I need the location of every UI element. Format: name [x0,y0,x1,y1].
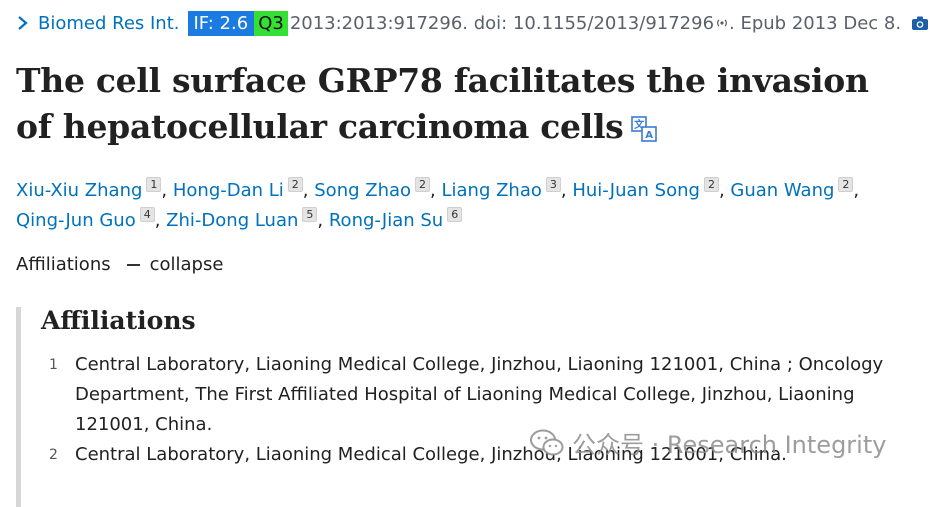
affiliation-number-button[interactable]: 2 [838,177,854,192]
author: Liang Zhao 3 [441,177,561,201]
affiliation-item: 1 Central Laboratory, Liaoning Medical Co… [49,350,909,440]
author-name-link[interactable]: Liang Zhao [441,180,542,201]
author: Rong-Jian Su 6 [328,207,463,231]
affiliation-number-button[interactable]: 3 [545,177,561,192]
citation-text: 2013:2013:917296. doi: 10.1155/2013/9172… [289,12,715,34]
affiliation-number-button[interactable]: 2 [287,177,303,192]
wechat-icon [530,429,564,455]
article-title: The cell surface GRP78 facilitates the i… [16,58,896,150]
author-separator: , [430,180,442,201]
author-separator: , [302,180,315,201]
chevron-right-icon[interactable] [16,13,30,33]
affiliations-heading: Affiliations [41,306,196,335]
affiliation-item: 2 Central Laboratory, Liaoning Medical Co… [49,440,909,470]
author-separator: , [560,180,573,201]
author-name-link[interactable]: Hong-Dan Li [172,180,284,201]
affiliation-number: 2 [49,447,58,463]
watermark: 公众号 · Research Integrity [530,425,886,460]
author: Guan Wang 2 [730,177,854,201]
watermark-text: 公众号 · Research Integrity [572,431,887,459]
author-name-link[interactable]: Xiu-Xiu Zhang [16,180,143,201]
author: Zhi-Dong Luan 5 [166,207,318,231]
author-separator: , [718,180,731,201]
article-title-text: The cell surface GRP78 facilitates the i… [16,61,869,146]
author-separator: , [161,180,173,201]
epub-text: . Epub 2013 Dec 8. [729,12,902,34]
author-name-link[interactable]: Song Zhao [314,180,412,201]
author-name-link[interactable]: Guan Wang [730,180,835,201]
affiliation-number-button[interactable]: 1 [146,177,162,192]
journal-link[interactable]: Biomed Res Int. [38,12,180,34]
affiliations-toggle-label: Affiliations [16,254,111,275]
affiliation-number-button[interactable]: 4 [139,207,155,222]
affiliation-number: 1 [49,357,58,373]
broadcast-icon [717,19,727,27]
author-name-link[interactable]: Qing-Jun Guo [16,210,136,231]
affiliations-panel: Affiliations 1 Central Laboratory, Liaoni… [16,307,921,507]
svg-text:文: 文 [635,118,646,131]
citation-line: Biomed Res Int. IF: 2.6 Q3 2013:2013:917… [16,10,929,36]
author-list: Xiu-Xiu Zhang 1, Hong-Dan Li 2, Song Zhao 2… [16,176,916,236]
impact-factor-badge: IF: 2.6 [187,10,255,36]
affiliation-number-button[interactable]: 5 [302,207,318,222]
author-separator: , [154,210,167,231]
affiliations-toggle[interactable]: Affiliations collapse [16,254,223,275]
author-name-link[interactable]: Rong-Jian Su [328,210,444,231]
collapse-dash-icon [126,263,140,266]
author-separator: , [317,210,329,231]
author-separator: , [853,180,860,201]
translate-icon[interactable]: 文 A [631,116,658,142]
affiliation-number-button[interactable]: 6 [447,207,463,222]
affiliation-number-button[interactable]: 2 [703,177,719,192]
author: Hong-Dan Li 2 [172,177,303,201]
author: Qing-Jun Guo 4 [16,207,155,231]
quartile-badge: Q3 [254,10,288,36]
affiliation-text: Central Laboratory, Liaoning Medical Col… [75,444,787,465]
affiliations-list: 1 Central Laboratory, Liaoning Medical Co… [49,350,909,470]
author: Song Zhao 2 [314,177,431,201]
author: Hui-Juan Song 2 [572,177,719,201]
svg-text:A: A [646,130,654,141]
author: Xiu-Xiu Zhang 1 [16,177,162,201]
affiliation-text: Central Laboratory, Liaoning Medical Col… [75,354,884,435]
affiliation-number-button[interactable]: 2 [415,177,431,192]
collapse-label[interactable]: collapse [149,254,224,275]
camera-icon[interactable] [911,15,929,31]
author-name-link[interactable]: Zhi-Dong Luan [166,210,299,231]
author-name-link[interactable]: Hui-Juan Song [572,180,700,201]
